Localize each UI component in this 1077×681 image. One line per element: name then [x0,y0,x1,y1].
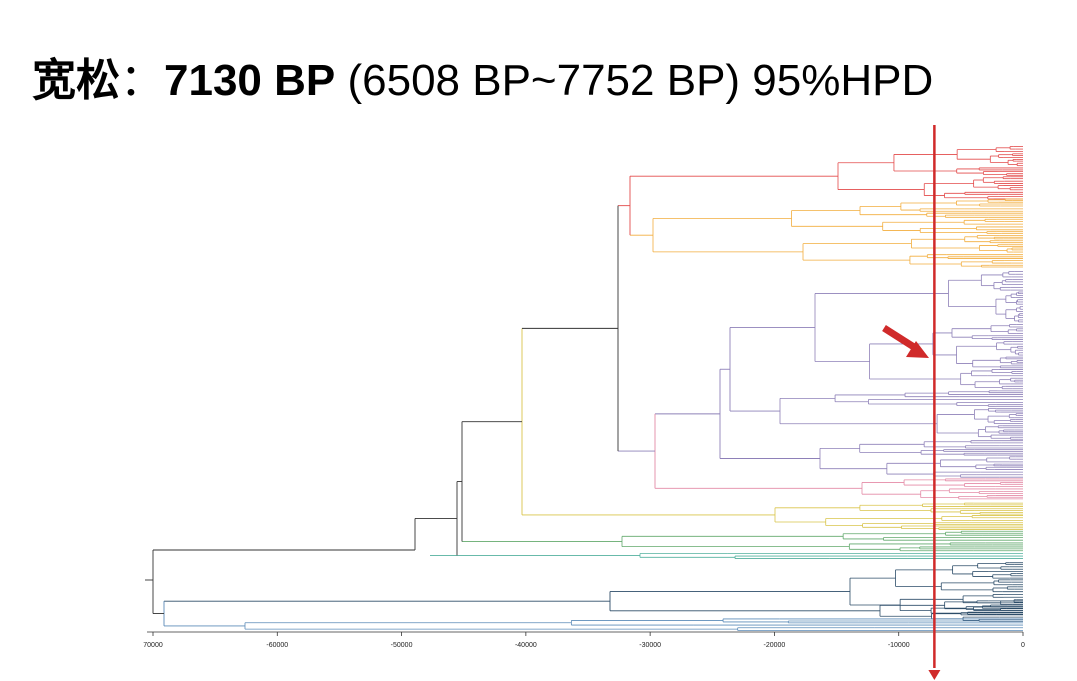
axis-tick-label: -50000 [391,642,413,649]
title-separator: ： [120,56,164,105]
axis-tick-label: -60000 [266,642,288,649]
title-estimate: 7130 BP [164,56,336,105]
axis-tick-label: -40000 [515,642,537,649]
axis-tick-label: 0 [1021,642,1025,649]
date-marker-arrowhead [928,670,941,680]
axis-tick-label: -30000 [639,642,661,649]
title-label: 宽松 [32,56,120,105]
axis-tick-label: 70000 [143,642,163,649]
chart-title: 宽松：7130 BP (6508 BP~7752 BP) 95%HPD [32,52,933,110]
annotation-overlay [882,125,941,680]
axis-tick-label: -20000 [764,642,786,649]
highlight-arrow [882,325,929,358]
title-interval: (6508 BP~7752 BP) 95%HPD [347,56,934,105]
time-axis: 70000 -60000 -50000 -40000 -30000 -20000 -1000… [143,631,1025,649]
axis-ticks: 70000 -60000 -50000 -40000 -30000 -20000 -1000… [143,632,1025,649]
tree-branches [145,146,1023,631]
axis-tick-label: -10000 [888,642,910,649]
